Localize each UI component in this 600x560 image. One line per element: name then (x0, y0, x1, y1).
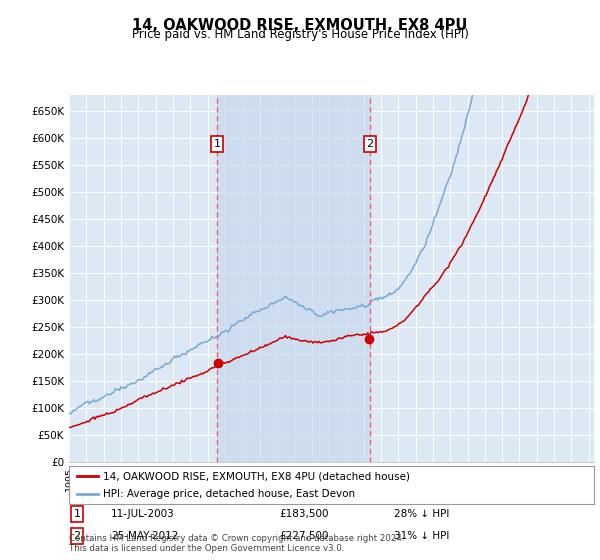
Text: 14, OAKWOOD RISE, EXMOUTH, EX8 4PU (detached house): 14, OAKWOOD RISE, EXMOUTH, EX8 4PU (deta… (103, 471, 410, 481)
Bar (217, 95, 370, 462)
Text: £183,500: £183,500 (279, 509, 329, 519)
Text: 14, OAKWOOD RISE, EXMOUTH, EX8 4PU: 14, OAKWOOD RISE, EXMOUTH, EX8 4PU (133, 18, 467, 33)
Text: Contains HM Land Registry data © Crown copyright and database right 2024.
This d: Contains HM Land Registry data © Crown c… (69, 534, 404, 553)
Text: 1: 1 (214, 139, 220, 149)
Text: HPI: Average price, detached house, East Devon: HPI: Average price, detached house, East… (103, 489, 355, 500)
Text: £227,500: £227,500 (279, 531, 329, 541)
Text: 11-JUL-2003: 11-JUL-2003 (111, 509, 175, 519)
Text: 28% ↓ HPI: 28% ↓ HPI (395, 509, 450, 519)
Text: 25-MAY-2012: 25-MAY-2012 (111, 531, 178, 541)
Text: 2: 2 (73, 531, 80, 541)
Text: 31% ↓ HPI: 31% ↓ HPI (395, 531, 450, 541)
Text: 1: 1 (73, 509, 80, 519)
Text: Price paid vs. HM Land Registry's House Price Index (HPI): Price paid vs. HM Land Registry's House … (131, 28, 469, 41)
Text: 2: 2 (367, 139, 374, 149)
